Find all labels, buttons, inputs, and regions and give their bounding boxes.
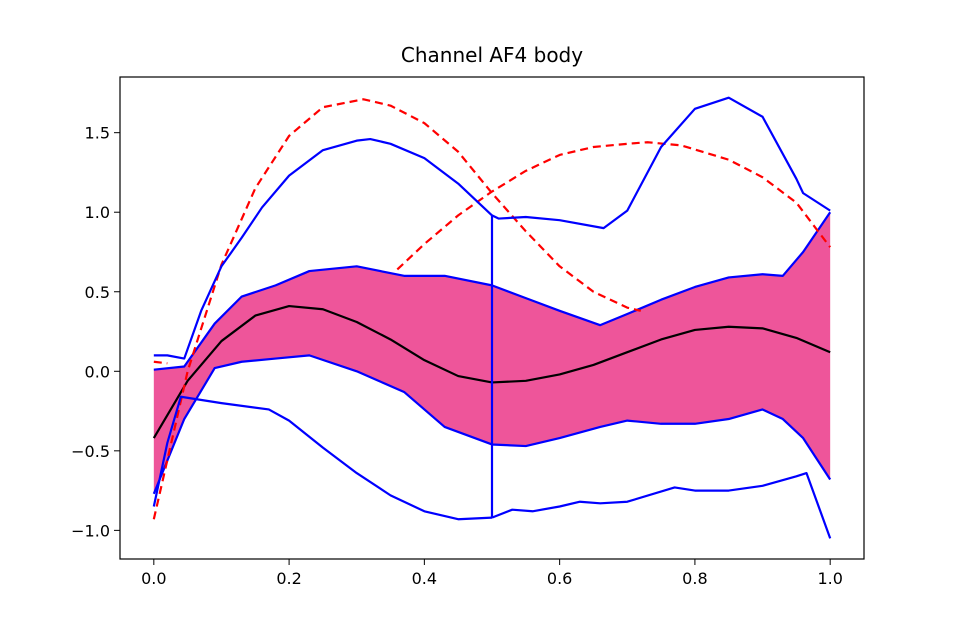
series-line-6 xyxy=(491,96,831,230)
x-tick-label: 0.6 xyxy=(547,569,572,588)
series-line-3 xyxy=(396,141,832,271)
y-tick-label: 1.0 xyxy=(85,203,110,222)
chart-title: Channel AF4 body xyxy=(401,43,583,67)
series-line-2 xyxy=(152,98,642,520)
x-tick-label: 0.0 xyxy=(141,569,166,588)
y-tick-label: 0.5 xyxy=(85,283,110,302)
series-line-8 xyxy=(152,395,493,521)
y-tick-label: 0.0 xyxy=(85,362,110,381)
series-line-4 xyxy=(153,360,168,365)
y-axis: −1.0 −0.5 0.0 0.5 1.0 1.5 xyxy=(71,124,120,540)
x-tick-label: 0.2 xyxy=(276,569,301,588)
series-line-5 xyxy=(153,137,494,518)
x-tick-label: 0.4 xyxy=(412,569,437,588)
x-axis: 0.0 0.2 0.4 0.6 0.8 1.0 xyxy=(141,559,843,588)
series-line-7 xyxy=(491,471,832,539)
y-tick-label: 1.5 xyxy=(85,124,110,143)
x-tick-label: 1.0 xyxy=(817,569,842,588)
band-upper-line xyxy=(153,211,832,371)
y-tick-label: −0.5 xyxy=(71,442,110,461)
y-tick-label: −1.0 xyxy=(71,521,110,540)
x-tick-label: 0.8 xyxy=(682,569,707,588)
plot-area xyxy=(152,96,832,539)
axes-frame xyxy=(119,76,865,560)
band-lower-line xyxy=(152,354,832,495)
